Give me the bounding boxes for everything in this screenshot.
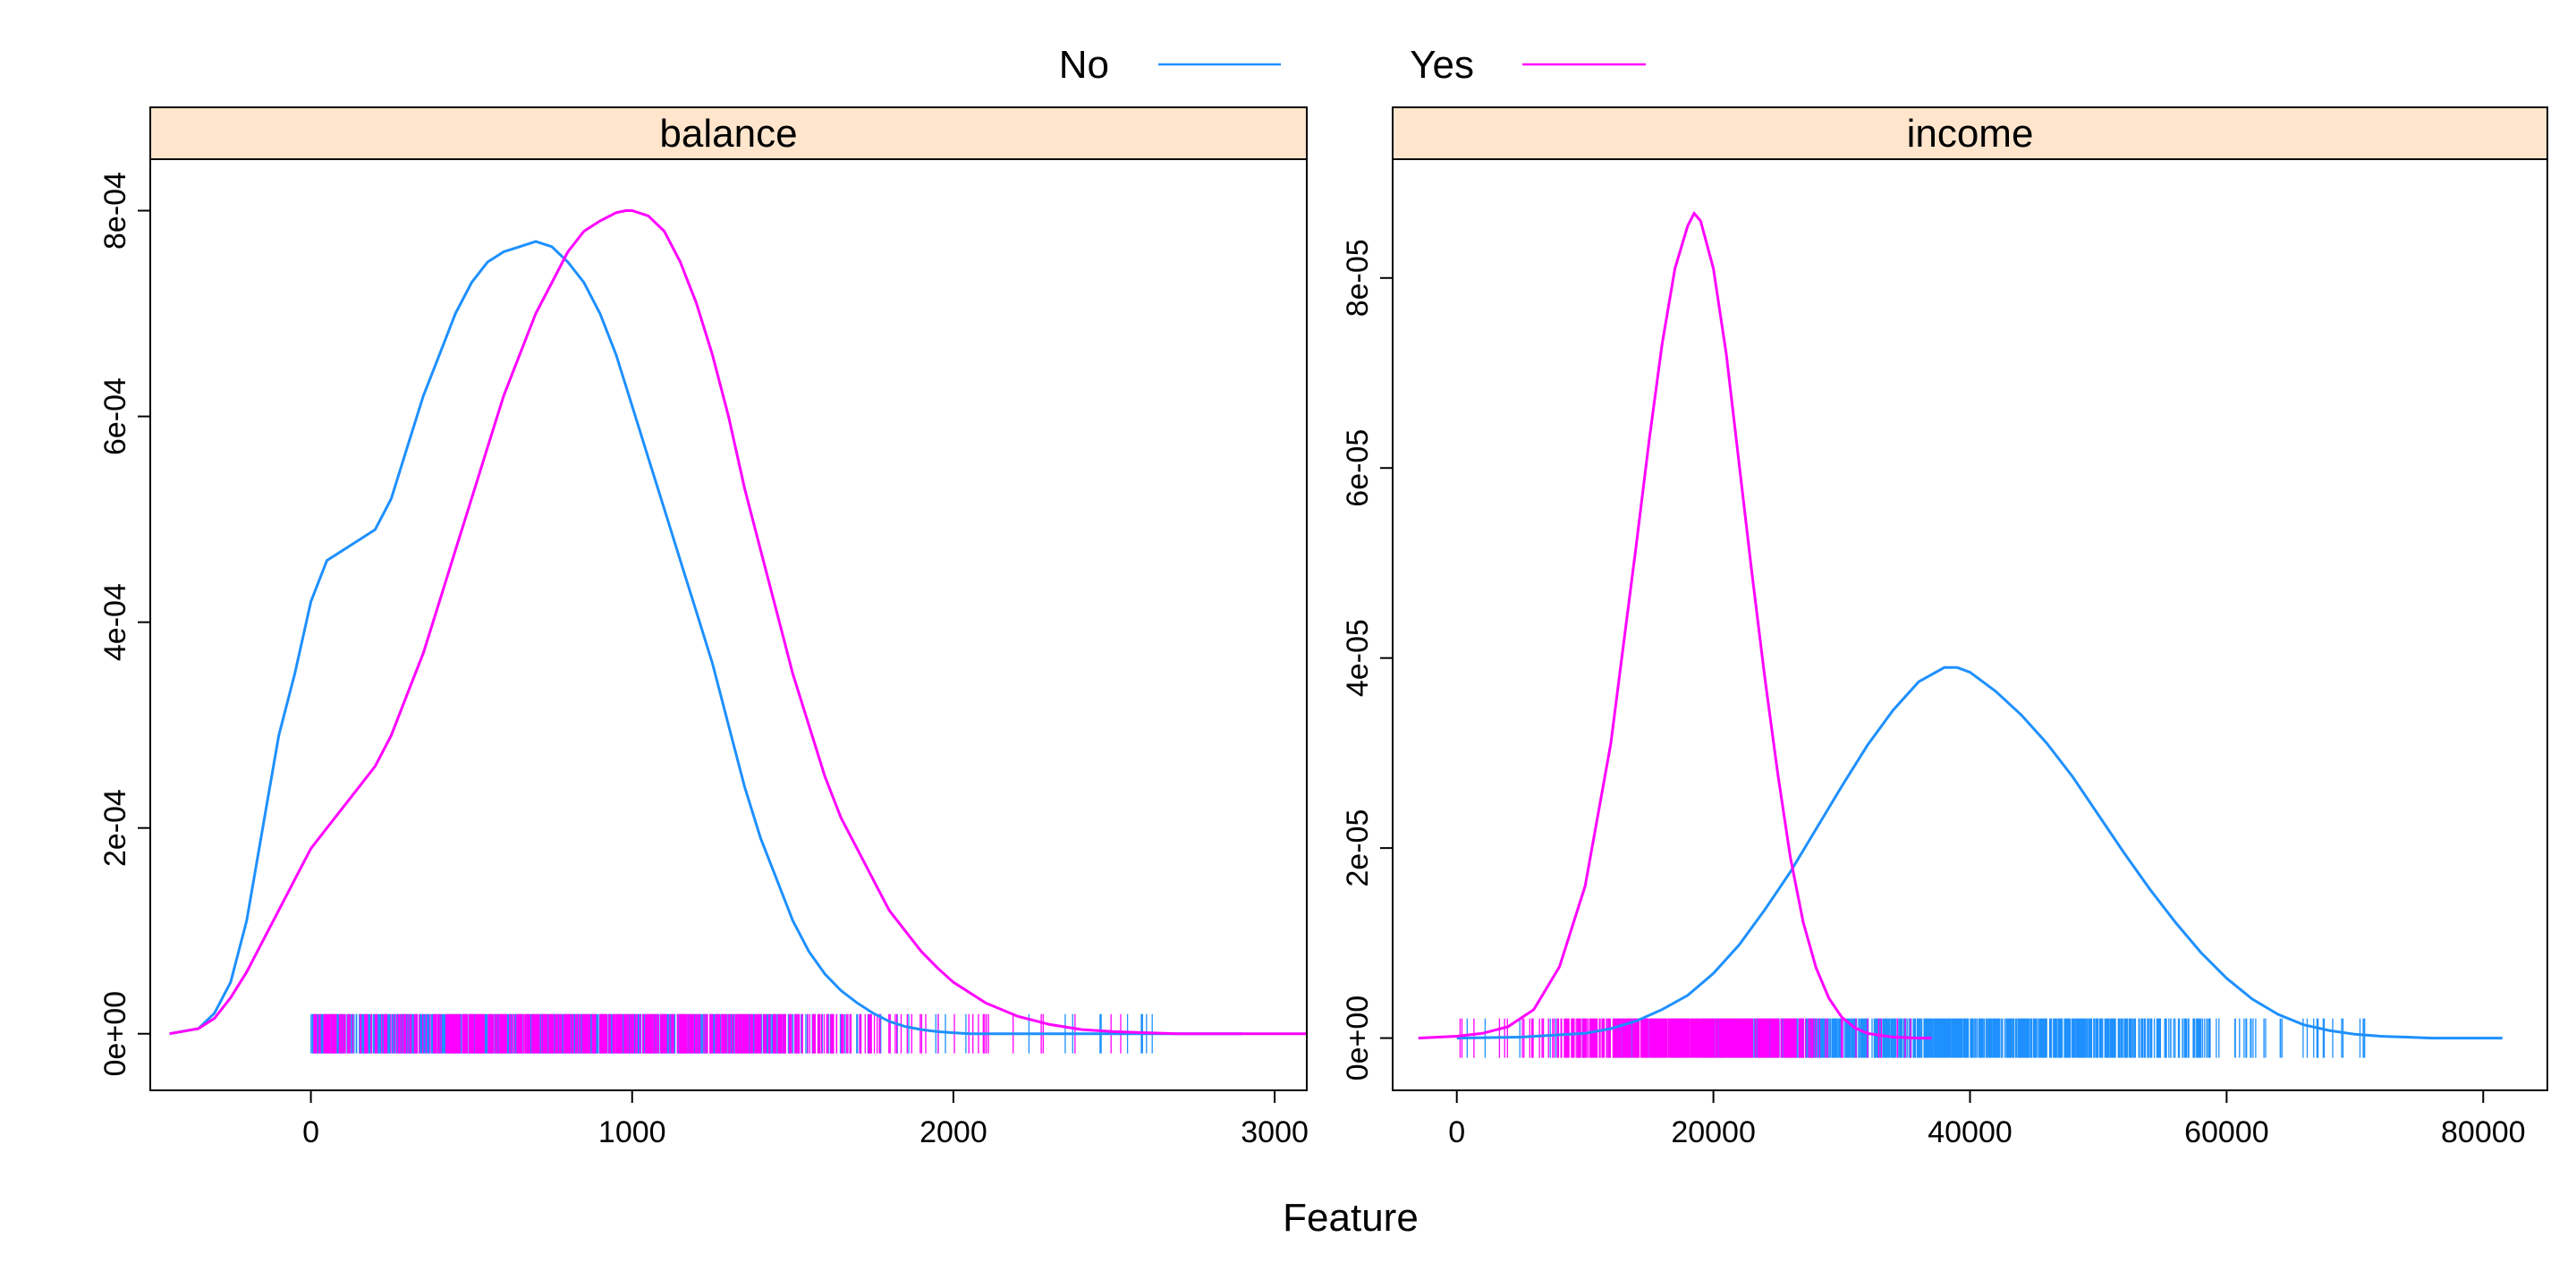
legend-label-no: No [1059, 43, 1109, 87]
y-tick-label-balance: 4e-04 [98, 583, 132, 661]
legend: No Yes [1059, 43, 1646, 87]
strip-balance [149, 106, 1308, 160]
strip-income [1392, 106, 2548, 160]
series-line-no-income [1456, 665, 2503, 1040]
rug-yes-balance [313, 1013, 1122, 1054]
panel-balance: balance 0 1000 2000 3000 0e+00 2e-04 4e-04 6e-04… [98, 106, 1309, 1149]
y-tick-label-balance: 0e+00 [98, 991, 132, 1077]
x-tick-label-balance: 3000 [1241, 1115, 1309, 1149]
y-tick-label-income: 2e-05 [1341, 809, 1375, 887]
panel-title-balance: balance [659, 112, 797, 156]
y-tick-label-income: 8e-05 [1341, 239, 1375, 317]
legend-label-yes: Yes [1410, 43, 1474, 87]
panels: balance 0 1000 2000 3000 0e+00 2e-04 4e-04 6e-04… [98, 106, 2548, 1149]
rug-balance [310, 1013, 1153, 1054]
x-tick-label-balance: 0 [302, 1115, 319, 1149]
x-tick-label-income: 20000 [1671, 1115, 1756, 1149]
y-tick-label-balance: 8e-04 [98, 172, 132, 250]
x-tick-label-income: 40000 [1928, 1115, 2012, 1149]
y-tick-label-income: 0e+00 [1341, 996, 1375, 1081]
panel-title-income: income [1907, 112, 2034, 156]
x-tick-label-income: 80000 [2441, 1115, 2526, 1149]
panel-frame-balance [149, 158, 1308, 1091]
y-tick-label-balance: 2e-04 [98, 789, 132, 867]
x-tick-label-balance: 1000 [598, 1115, 666, 1149]
panel-income: income 0 20000 40000 60000 80000 0e+00 2e-05 4e-… [1341, 106, 2548, 1149]
y-tick-label-balance: 6e-04 [98, 377, 132, 455]
x-tick-label-income: 0 [1448, 1115, 1465, 1149]
x-tick-label-income: 60000 [2184, 1115, 2269, 1149]
series-line-yes-income [1418, 210, 1932, 1040]
series-line-no-balance [169, 240, 1243, 1036]
rug-income [1459, 1018, 2366, 1058]
x-axis-label: Feature [1283, 1196, 1419, 1240]
y-tick-label-income: 6e-05 [1341, 429, 1375, 507]
series-line-yes-balance [169, 209, 1307, 1036]
rug-yes-income [1459, 1018, 1911, 1058]
y-tick-label-income: 4e-05 [1341, 619, 1375, 697]
x-tick-label-balance: 2000 [919, 1115, 987, 1149]
